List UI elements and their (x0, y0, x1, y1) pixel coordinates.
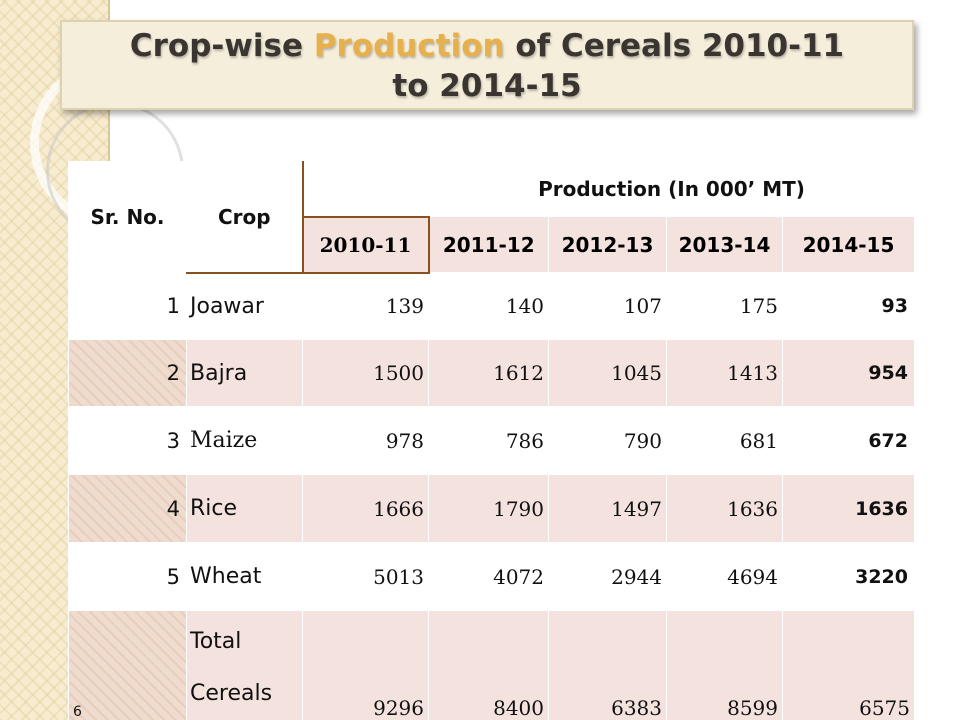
value-cell: 1612 (428, 339, 549, 407)
value-cell: 681 (666, 406, 783, 475)
table-row: 5 Wheat 5013 4072 2944 4694 3220 (68, 542, 915, 611)
value-cell: 4694 (666, 542, 783, 611)
value-cell: 4072 (428, 542, 549, 611)
year-header: 2013-14 (666, 216, 783, 273)
value-cell: 1497 (548, 474, 667, 543)
total-label-line1: Total (190, 629, 242, 654)
sr-no-cell: 1 (68, 272, 187, 340)
crop-cell: Wheat (186, 542, 303, 611)
title-line2: to 2014-15 (392, 68, 582, 104)
year-header: 2011-12 (428, 216, 549, 273)
value-cell: 1045 (548, 339, 667, 407)
sr-no-cell: 6 (68, 610, 187, 720)
crop-cell: Bajra (186, 339, 303, 407)
value-cell: 139 (302, 272, 429, 340)
value-cell: 2944 (548, 542, 667, 611)
table-row: 3 Maize 978 786 790 681 672 (68, 406, 915, 475)
sr-no-cell: 3 (68, 406, 187, 475)
value-cell: 786 (428, 406, 549, 475)
table-row: 2 Bajra 1500 1612 1045 1413 954 (68, 339, 915, 407)
header-blank (302, 161, 429, 217)
title-part1: Crop-wise (129, 28, 314, 64)
sr-no-cell: 5 (68, 542, 187, 611)
sr-no-cell: 4 (68, 474, 187, 543)
sr-no-cell: 2 (68, 339, 187, 407)
year-header: 2010-11 (301, 215, 430, 274)
table-row: 1 Joawar 139 140 107 175 93 (68, 272, 915, 340)
table-row-total: 6 Total Cereals 9296 8400 6383 8599 6575 (68, 610, 915, 720)
crop-cell-total: Total Cereals (186, 610, 303, 720)
header-crop: Crop (186, 161, 304, 274)
value-cell: 1636 (666, 474, 783, 543)
value-cell: 954 (782, 339, 915, 407)
production-table: Sr. No. Crop Production (In 000’ MT) 201… (68, 161, 915, 720)
value-cell: 1636 (782, 474, 915, 543)
year-header: 2012-13 (548, 216, 667, 273)
title-highlight: Production (313, 28, 505, 64)
header-production: Production (In 000’ MT) (428, 161, 915, 217)
value-cell: 93 (782, 272, 915, 340)
value-cell: 978 (302, 406, 429, 475)
value-cell: 1413 (666, 339, 783, 407)
value-cell: 790 (548, 406, 667, 475)
title-part2: of Cereals 2010-11 (504, 28, 845, 64)
value-cell: 175 (666, 272, 783, 340)
value-cell: 3220 (782, 542, 915, 611)
crop-cell: Maize (186, 406, 303, 475)
value-cell: 5013 (302, 542, 429, 611)
value-cell: 107 (548, 272, 667, 340)
header-sr-no: Sr. No. (68, 161, 187, 273)
page-title: Crop-wise Production of Cereals 2010-11 … (62, 26, 912, 106)
crop-cell: Rice (186, 474, 303, 543)
year-header: 2014-15 (782, 216, 915, 273)
value-cell: 9296 (302, 610, 429, 720)
value-cell: 6383 (548, 610, 667, 720)
total-label-line2: Cereals (190, 681, 273, 706)
title-box: Crop-wise Production of Cereals 2010-11 … (60, 20, 914, 110)
value-cell: 8400 (428, 610, 549, 720)
value-cell: 672 (782, 406, 915, 475)
value-cell: 1666 (302, 474, 429, 543)
crop-cell: Joawar (186, 272, 303, 340)
value-cell: 6575 (782, 610, 915, 720)
value-cell: 8599 (666, 610, 783, 720)
value-cell: 1790 (428, 474, 549, 543)
table-row: 4 Rice 1666 1790 1497 1636 1636 (68, 474, 915, 543)
value-cell: 140 (428, 272, 549, 340)
value-cell: 1500 (302, 339, 429, 407)
